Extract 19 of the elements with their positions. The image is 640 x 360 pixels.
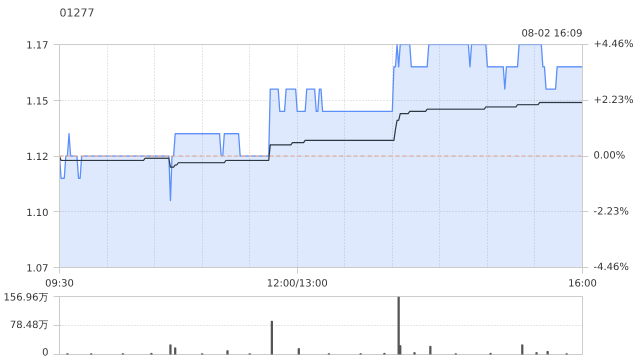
y2-tick-label: +4.46%	[594, 39, 634, 50]
y-tick-label: 0	[42, 348, 49, 358]
text: 08-02 16:09	[521, 28, 583, 40]
y-tick-label: 78.48万	[10, 320, 49, 331]
y-tick-label: 156.96万	[4, 292, 49, 304]
chart-title: 01277	[60, 6, 94, 20]
y-tick-label: 1.10	[26, 208, 48, 219]
x-tick-label: 12:00/13:00	[266, 278, 328, 290]
y2-tick-label: -2.23%	[594, 206, 629, 218]
y2-tick-label: 0.00%	[594, 150, 626, 162]
y-tick-label: 1.07	[26, 264, 48, 274]
x-tick-label: 09:30	[45, 278, 74, 290]
y-tick-label: 1.12	[26, 152, 48, 163]
y-tick-label: 1.17	[26, 40, 48, 52]
line-series	[60, 102, 582, 168]
y-tick-label: 1.15	[26, 96, 48, 108]
x-tick-label: 16:00	[568, 278, 597, 290]
y2-tick-label: -4.46%	[594, 262, 629, 273]
y2-tick-label: +2.23%	[594, 94, 634, 106]
